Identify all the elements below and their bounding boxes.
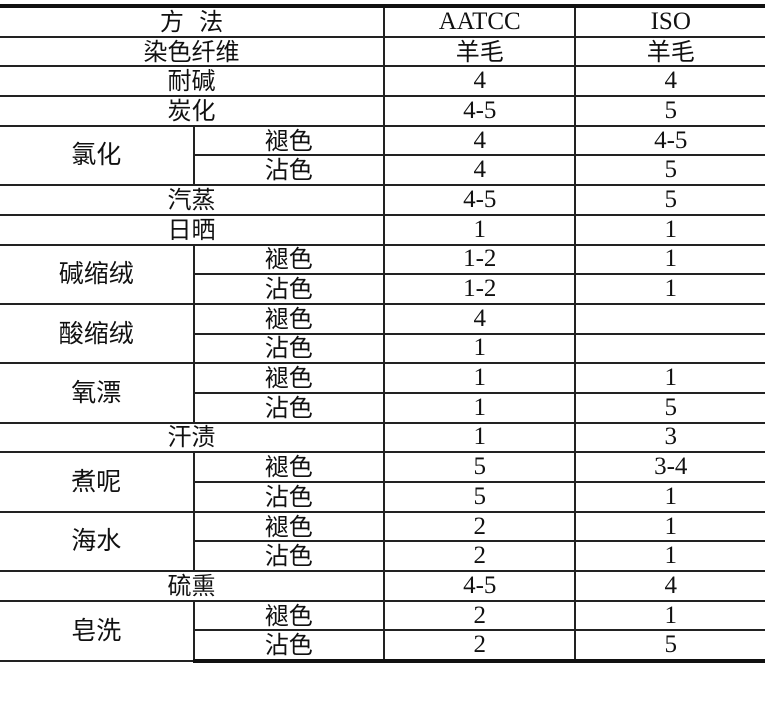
fiber-iso: 羊毛 <box>574 35 765 68</box>
iso-value: 1 <box>574 213 765 246</box>
sub-label: 沾色 <box>193 332 385 365</box>
table-row: 沾色 5 1 <box>0 481 765 513</box>
sub-label: 褪色 <box>192 302 385 335</box>
iso-value: 3 <box>574 421 765 454</box>
fiber-aatcc: 羊毛 <box>382 35 577 68</box>
aatcc-value: 4-5 <box>382 570 577 602</box>
table-row: 炭化 4-5 5 <box>0 95 765 127</box>
table-row: 氯化 褪色 4 4-5 <box>0 124 765 187</box>
table-row: 汽蒸 4-5 5 <box>0 184 765 216</box>
sub-label: 褪色 <box>192 510 385 543</box>
test-name: 日晒 <box>0 213 385 246</box>
aatcc-value: 2 <box>382 599 577 632</box>
iso-value: 4 <box>574 65 765 98</box>
table-row: 海水 褪色 2 1 <box>0 510 765 573</box>
sub-label: 沾色 <box>193 391 385 424</box>
table-row: 氧漂 褪色 1 1 <box>0 362 765 424</box>
aatcc-value: 1 <box>382 391 577 424</box>
table-row: 汗渍 1 3 <box>0 421 765 454</box>
iso-value: 1 <box>574 599 765 632</box>
aatcc-value: 4 <box>382 154 577 187</box>
iso-value: 1 <box>574 510 765 543</box>
aatcc-value: 4-5 <box>382 184 577 216</box>
aatcc-value: 1 <box>382 362 577 394</box>
iso-value <box>574 302 765 335</box>
test-name: 煮呢 <box>0 451 195 513</box>
iso-value: 1 <box>574 362 765 394</box>
aatcc-value: 4 <box>382 124 577 157</box>
header-iso: ISO <box>574 4 765 38</box>
sub-label: 沾色 <box>193 273 385 305</box>
aatcc-value: 2 <box>382 540 577 573</box>
sub-label: 褪色 <box>192 124 385 157</box>
table-row: 沾色 1 5 <box>0 391 765 424</box>
test-name: 海水 <box>0 510 195 573</box>
aatcc-value: 2 <box>382 629 577 664</box>
test-name: 皂洗 <box>0 599 195 663</box>
table-row: 硫熏 4-5 4 <box>0 570 765 602</box>
iso-value: 4-5 <box>574 124 765 157</box>
iso-value: 5 <box>574 184 765 216</box>
iso-value: 5 <box>574 629 765 664</box>
iso-value: 4 <box>574 570 765 602</box>
sub-label: 沾色 <box>193 540 385 573</box>
table-row: 沾色 2 5 <box>0 629 765 664</box>
table-row: 日晒 1 1 <box>0 213 765 246</box>
aatcc-value: 1-2 <box>382 273 577 305</box>
table-row: 煮呢 褪色 5 3-4 <box>0 451 765 513</box>
sub-label: 褪色 <box>192 362 385 394</box>
header-row: 方 法 AATCC ISO <box>0 4 765 38</box>
aatcc-value: 1 <box>382 213 577 246</box>
table-row: 沾色 2 1 <box>0 540 765 573</box>
sub-label: 褪色 <box>192 451 385 483</box>
table-row: 皂洗 褪色 2 1 <box>0 599 765 663</box>
test-name: 碱缩绒 <box>0 243 195 305</box>
sub-label: 沾色 <box>193 154 385 187</box>
test-name: 耐碱 <box>0 65 385 98</box>
test-name: 氯化 <box>0 124 195 187</box>
iso-value: 1 <box>574 273 765 305</box>
test-name: 汗渍 <box>0 421 385 454</box>
test-name: 酸缩绒 <box>0 302 195 365</box>
fiber-row: 染色纤维 羊毛 羊毛 <box>0 35 765 68</box>
sub-label: 沾色 <box>193 481 385 513</box>
table-row: 酸缩绒 褪色 4 <box>0 302 765 365</box>
header-method: 方 法 <box>0 4 385 38</box>
aatcc-value: 1 <box>382 421 577 454</box>
table-row: 沾色 1-2 1 <box>0 273 765 305</box>
test-name: 硫熏 <box>0 570 385 602</box>
iso-value <box>574 332 765 365</box>
aatcc-value: 4 <box>382 302 577 335</box>
aatcc-value: 4 <box>382 65 577 98</box>
aatcc-value: 1 <box>382 332 577 365</box>
iso-value: 5 <box>574 391 765 424</box>
iso-value: 1 <box>574 243 765 276</box>
aatcc-value: 5 <box>382 481 577 513</box>
fiber-label: 染色纤维 <box>0 35 385 68</box>
aatcc-value: 2 <box>382 510 577 543</box>
aatcc-value: 5 <box>382 451 577 483</box>
table-row: 碱缩绒 褪色 1-2 1 <box>0 243 765 305</box>
iso-value: 5 <box>574 95 765 127</box>
test-name: 炭化 <box>0 95 385 127</box>
sub-label: 褪色 <box>192 599 385 632</box>
table-row: 沾色 4 5 <box>0 154 765 187</box>
test-name: 汽蒸 <box>0 184 385 216</box>
test-name: 氧漂 <box>0 362 195 424</box>
table-row: 耐碱 4 4 <box>0 65 765 98</box>
header-aatcc: AATCC <box>382 4 577 38</box>
table-row: 沾色 1 <box>0 332 765 365</box>
sub-label: 褪色 <box>192 243 385 276</box>
iso-value: 3-4 <box>574 451 765 483</box>
iso-value: 1 <box>574 481 765 513</box>
sub-label: 沾色 <box>193 629 385 664</box>
iso-value: 5 <box>574 154 765 187</box>
aatcc-value: 4-5 <box>382 95 577 127</box>
aatcc-value: 1-2 <box>382 243 577 276</box>
fastness-table: 方 法 AATCC ISO 染色纤维 羊毛 羊毛 耐碱 4 4 炭化 4-5 5 氯化 褪色 4… <box>0 4 765 664</box>
iso-value: 1 <box>574 540 765 573</box>
